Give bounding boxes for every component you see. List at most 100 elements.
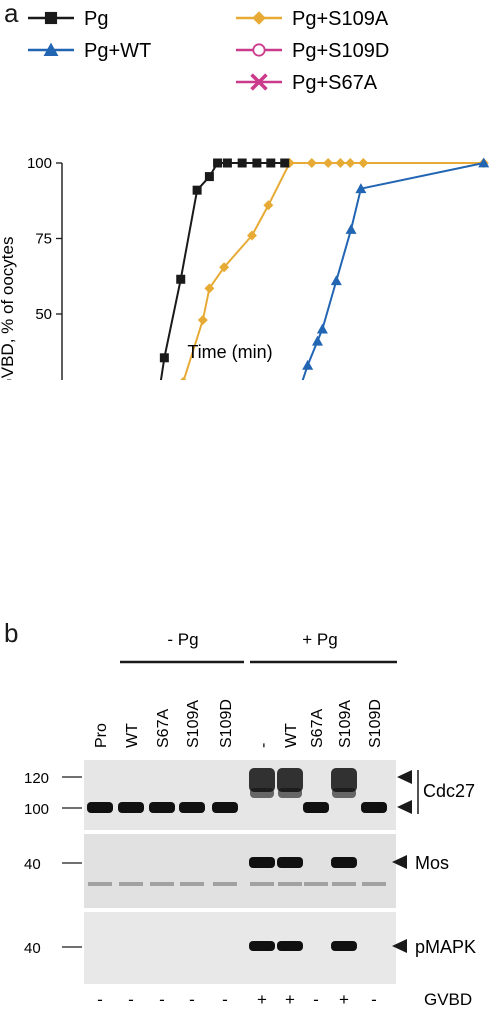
mos-background-band-lane-0 (88, 882, 112, 886)
mos-background-band-lane-1 (119, 882, 143, 886)
point-pg-8 (237, 158, 247, 168)
point-pg-s109a-8 (263, 200, 274, 211)
gvbd-mark-lane-5: + (257, 990, 267, 1009)
point-pg-10 (266, 158, 276, 168)
gvbd-mark-lane-6: + (285, 990, 295, 1009)
group-label-plus-pg: + Pg (302, 630, 337, 649)
pmapk-band-lane-5 (249, 941, 275, 951)
legend-marker-pg-s67a (250, 73, 268, 91)
gvbd-mark-lane-8: + (339, 990, 349, 1009)
legend-item-pg-s109d: Pg+S109D (236, 40, 389, 62)
legend-item-pg-s109a: Pg+S109A (236, 8, 389, 30)
lane-labels: Pro WT S67A S109A S109D - WT S67A S109A S109D (93, 699, 384, 748)
gvbd-mark-lane-1: - (128, 990, 134, 1009)
point-pg-4 (192, 185, 202, 195)
mw-100: 100 (24, 801, 49, 818)
mos-label: Mos (415, 853, 449, 873)
panel-a-label: a (4, 0, 19, 28)
series-pg-s109a (180, 158, 489, 380)
series-line-pg-s109a (182, 162, 484, 380)
point-pg-wt-9 (302, 359, 314, 370)
gvbd-mark-lane-3: - (189, 990, 195, 1009)
point-pg-6 (213, 158, 223, 168)
cdc27-lower-arrow (397, 800, 412, 814)
cdc27-smear-lane-5 (250, 788, 274, 798)
legend-marker-pg-s109a (252, 11, 266, 25)
point-pg-wt-14 (355, 183, 367, 194)
series-pg (159, 158, 290, 380)
legend-label-pg-s67a: Pg+S67A (292, 72, 378, 94)
panel-b-label: b (4, 618, 19, 648)
lane-label-4: S109D (218, 699, 235, 748)
x-axis-label: Time (min) (187, 342, 272, 362)
cdc27-upper-arrow (397, 770, 412, 784)
gvbd-mark-lane-2: - (159, 990, 165, 1009)
cdc27-blot (84, 760, 396, 830)
legend-marker-pg-s109d (252, 43, 266, 57)
series-line-pg-wt (301, 162, 484, 380)
pmapk-band-lane-6 (277, 941, 303, 951)
point-pg-wt-12 (330, 275, 342, 286)
point-pg-s109a-13 (345, 158, 356, 168)
group-label-minus-pg: - Pg (167, 630, 198, 649)
cdc27-band-lane-3 (179, 802, 205, 813)
lane-label-3: S109A (185, 700, 202, 748)
legend-marker-pg-wt (43, 42, 59, 56)
mos-background-band-lane-9 (362, 882, 386, 886)
mos-background-band-lane-6 (278, 882, 302, 886)
pmapk-arrow (392, 939, 407, 953)
mos-band-lane-6 (277, 857, 303, 868)
cdc27-smear-lane-8 (332, 788, 356, 798)
mos-arrow (392, 855, 407, 869)
point-pg-wt-13 (345, 223, 357, 234)
mos-background-band-lane-3 (180, 882, 204, 886)
lane-label-8: S109A (337, 700, 354, 748)
point-pg-s109a-6 (219, 262, 230, 273)
point-pg-s109a-5 (204, 283, 215, 294)
point-pg-s109a-7 (246, 230, 257, 241)
point-pg-9 (252, 158, 262, 168)
legend-label-pg-wt: Pg+WT (84, 40, 151, 62)
point-pg-s109a-10 (306, 158, 317, 168)
y-tick-label-75: 75 (35, 231, 52, 248)
point-pg-wt-15 (478, 157, 490, 168)
series-pg-wt (301, 157, 490, 380)
gvbd-label: GVBD (424, 990, 472, 1009)
lane-label-9: S109D (367, 699, 384, 748)
cdc27-shifted-band-lane-8 (331, 768, 357, 792)
point-pg-s109a-4 (197, 315, 208, 326)
western-blot-panel: - Pg + Pg Pro WT S67A S109A S109D - WT S67A S109… (24, 630, 476, 1009)
series-layer (159, 157, 490, 380)
mw-40-mos: 40 (24, 856, 41, 873)
lane-label-1: WT (124, 723, 141, 748)
cdc27-band-lane-2 (149, 802, 175, 813)
cdc27-band-lane-4 (212, 802, 238, 813)
cdc27-band-lane-0 (87, 802, 113, 813)
pmapk-blot (84, 912, 396, 984)
point-pg-7 (222, 158, 232, 168)
mos-membrane (84, 834, 396, 908)
mw-120: 120 (24, 770, 49, 787)
point-pg-11 (280, 158, 290, 168)
point-pg-s109a-3 (180, 376, 187, 380)
point-pg-3 (176, 274, 186, 284)
legend-item-pg: Pg (28, 8, 108, 30)
point-pg-wt-10 (311, 335, 323, 346)
pmapk-label: pMAPK (415, 937, 476, 957)
point-pg-wt-11 (316, 323, 328, 334)
point-pg-s109a-11 (323, 158, 334, 168)
mos-background-band-lane-5 (250, 882, 274, 886)
cdc27-shifted-band-lane-5 (249, 768, 275, 792)
legend-label-pg-s109d: Pg+S109D (292, 40, 389, 62)
legend-marker-pg (44, 11, 58, 25)
lane-label-2: S67A (155, 709, 172, 748)
cdc27-smear-lane-6 (278, 788, 302, 798)
mos-band-lane-8 (331, 857, 357, 868)
gvbd-row: - - - - - + + - + - (97, 990, 377, 1009)
mos-band-lane-5 (249, 857, 275, 868)
legend-item-pg-s67a: Pg+S67A (236, 72, 378, 94)
y-tick-label-50: 50 (35, 306, 52, 323)
gvbd-mark-lane-9: - (371, 990, 377, 1009)
cdc27-label: Cdc27 (423, 781, 475, 801)
